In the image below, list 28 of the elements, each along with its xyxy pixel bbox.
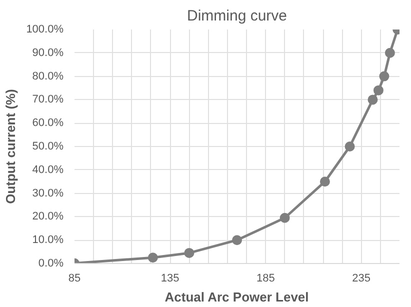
point: [384, 48, 395, 58]
point: [344, 142, 355, 152]
point: [232, 235, 242, 246]
y-tick-label: 40.0%: [32, 164, 64, 176]
y-tick-label: 20.0%: [32, 210, 64, 223]
x-axis-title: Actual Arc Power Level: [164, 290, 309, 304]
y-tick-label: 30.0%: [32, 187, 64, 200]
point: [320, 176, 330, 187]
x-tick-label: 135: [160, 272, 180, 284]
y-tick-label: 10.0%: [32, 234, 64, 246]
chart-title: Dimming curve: [186, 8, 288, 24]
y-axis-title: Output current (%): [3, 89, 18, 204]
point: [368, 94, 378, 105]
y-tick-label: 60.0%: [32, 117, 64, 130]
point: [184, 248, 194, 258]
point: [280, 212, 290, 223]
point: [373, 85, 384, 96]
x-tick-label: 85: [68, 272, 81, 284]
y-tick-label: 100.0%: [26, 24, 64, 36]
point: [379, 71, 390, 82]
y-tick-label: 0.0%: [38, 258, 64, 270]
x-tick-label: 235: [352, 272, 370, 284]
point: [148, 252, 158, 263]
y-tick-label: 80.0%: [32, 70, 64, 82]
y-tick-label: 70.0%: [32, 94, 64, 106]
y-tick-label: 50.0%: [32, 140, 64, 152]
y-tick-label: 90.0%: [32, 46, 64, 59]
x-tick-label: 185: [256, 272, 275, 284]
